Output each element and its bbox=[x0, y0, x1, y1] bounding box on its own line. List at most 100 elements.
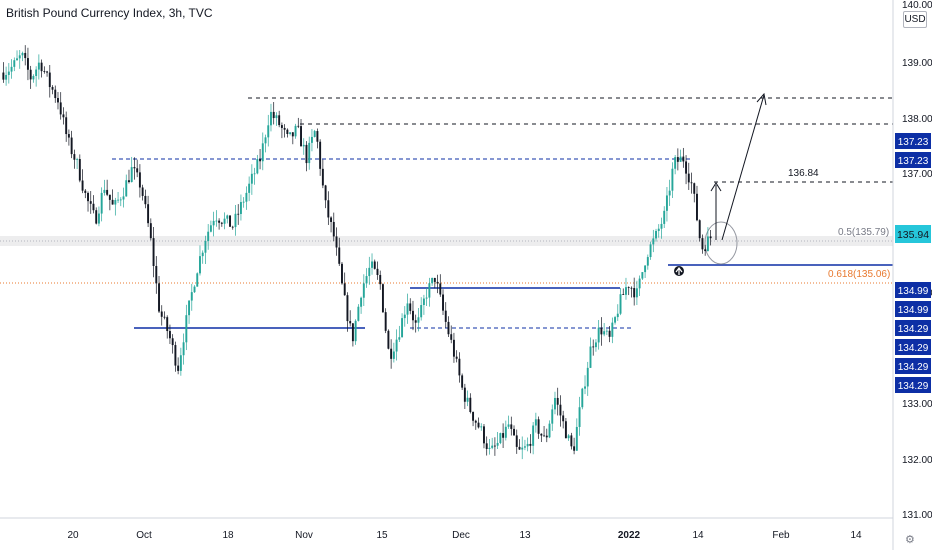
candle-body bbox=[308, 142, 311, 164]
y-tick-label: 138.00 bbox=[902, 114, 932, 125]
candle-body bbox=[354, 320, 357, 342]
candle-body bbox=[523, 446, 526, 448]
candle-body bbox=[627, 287, 630, 288]
candle-body bbox=[682, 156, 685, 162]
arrow-long-line[interactable] bbox=[721, 94, 765, 241]
price-axis[interactable]: 140.00139.00138.00137.00135.00133.00132.… bbox=[892, 0, 932, 550]
candle-body bbox=[193, 286, 196, 293]
axis-badge-137-23-a-bg bbox=[895, 133, 931, 149]
candle-body bbox=[106, 189, 109, 195]
candle-body bbox=[581, 388, 584, 408]
candle-body bbox=[324, 185, 327, 201]
fib-05-label: 0.5(135.79) bbox=[838, 227, 889, 238]
candle-body bbox=[589, 346, 592, 368]
y-tick-label: 132.00 bbox=[902, 455, 932, 466]
candle-body bbox=[313, 131, 316, 137]
x-tick-label: 13 bbox=[519, 530, 531, 541]
candle-body bbox=[578, 407, 581, 427]
axis-badge-134-29-d: 134.29 bbox=[898, 381, 929, 392]
candle-body bbox=[706, 236, 709, 252]
candle-body bbox=[504, 426, 507, 438]
x-tick-label: Dec bbox=[452, 530, 470, 541]
settings-gear-icon[interactable]: ⚙ bbox=[905, 533, 915, 546]
candle-body bbox=[499, 433, 502, 443]
candle-body bbox=[100, 192, 103, 214]
candle-body bbox=[84, 190, 87, 193]
x-tick-label: 14 bbox=[692, 530, 704, 541]
candle-body bbox=[616, 313, 619, 318]
candle-body bbox=[472, 412, 475, 421]
candle-body bbox=[294, 125, 297, 137]
time-axis[interactable]: 20 Oct 18 Nov 15 Dec 13 2022 14 Feb 14 bbox=[0, 517, 893, 541]
candle-body bbox=[305, 144, 308, 164]
candle-body bbox=[548, 423, 551, 438]
axis-badge-134-29-c-bg bbox=[895, 358, 931, 374]
candle-body bbox=[207, 231, 210, 241]
candle-body bbox=[111, 199, 114, 205]
candle-body bbox=[444, 310, 447, 322]
candle-body bbox=[51, 87, 54, 90]
candle-body bbox=[493, 445, 496, 447]
candle-body bbox=[646, 257, 649, 266]
candle-body bbox=[398, 337, 401, 340]
candle-body bbox=[439, 283, 442, 295]
x-tick-label: 18 bbox=[222, 530, 234, 541]
candle-body bbox=[422, 298, 425, 306]
candle-body bbox=[302, 144, 305, 147]
candle-body bbox=[485, 443, 488, 449]
candle-body bbox=[174, 345, 177, 366]
candle-body bbox=[289, 132, 292, 134]
candle-body bbox=[474, 420, 477, 423]
x-tick-label: 14 bbox=[850, 530, 862, 541]
candle-body bbox=[327, 200, 330, 218]
candle-body bbox=[676, 157, 679, 162]
y-tick-label: 137.00 bbox=[902, 169, 932, 180]
axis-badge-137-23-b: 137.23 bbox=[898, 156, 929, 167]
currency-button[interactable]: USD bbox=[903, 11, 927, 28]
candle-body bbox=[261, 143, 264, 162]
candle-body bbox=[300, 126, 302, 147]
candle-body bbox=[256, 159, 259, 174]
candle-body bbox=[163, 316, 166, 318]
candle-body bbox=[13, 60, 16, 67]
x-tick-label: Nov bbox=[295, 530, 313, 541]
candle-body bbox=[630, 287, 633, 289]
candle-body bbox=[341, 263, 343, 284]
x-tick-label: 15 bbox=[376, 530, 388, 541]
candle-body bbox=[212, 220, 215, 226]
candle-body bbox=[81, 180, 84, 191]
candle-body bbox=[368, 267, 371, 277]
candle-body bbox=[433, 277, 436, 282]
axis-badge-134-29-c: 134.29 bbox=[898, 362, 929, 373]
axis-badge-134-29-a: 134.29 bbox=[898, 324, 929, 335]
candle-body bbox=[67, 134, 70, 138]
candle-body bbox=[365, 276, 368, 284]
drawings-layer[interactable]: 136.84 0.5(135.79) 0.618(135.06) bbox=[0, 92, 893, 329]
candle-body bbox=[283, 127, 286, 130]
candle-body bbox=[97, 213, 100, 224]
candle-body bbox=[229, 215, 231, 227]
candle-body bbox=[43, 71, 46, 72]
current-price-badge: 135.94 bbox=[897, 229, 929, 241]
candle-body bbox=[381, 284, 384, 313]
candle-body bbox=[297, 125, 300, 127]
candle-body bbox=[469, 397, 472, 413]
candle-body bbox=[46, 71, 49, 73]
candle-body bbox=[177, 365, 180, 371]
candle-body bbox=[226, 215, 229, 219]
candle-body bbox=[62, 114, 65, 118]
candle-body bbox=[40, 62, 43, 72]
candle-body bbox=[436, 281, 439, 284]
arrow-long-head bbox=[756, 92, 767, 106]
candle-body bbox=[409, 303, 412, 311]
candle-body bbox=[395, 339, 398, 352]
candle-body bbox=[690, 182, 693, 184]
candle-body bbox=[270, 111, 272, 126]
x-tick-label: Oct bbox=[136, 530, 152, 541]
candles-layer bbox=[2, 45, 712, 460]
candle-body bbox=[242, 201, 245, 203]
highlight-circle[interactable] bbox=[704, 221, 738, 265]
candle-body bbox=[704, 249, 707, 252]
